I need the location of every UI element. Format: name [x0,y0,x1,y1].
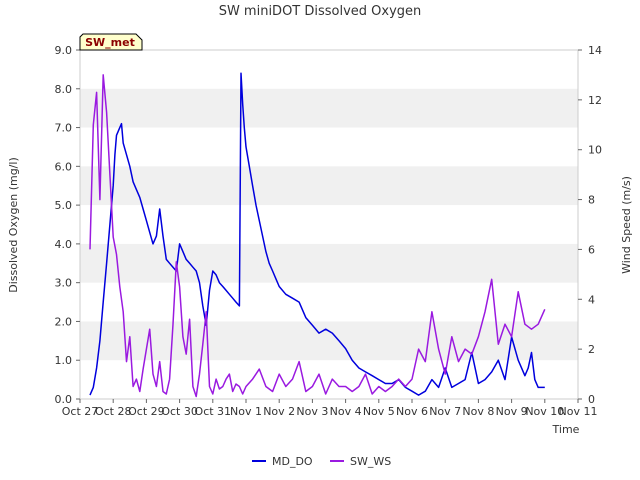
y-left-tick-label: 1.0 [55,354,73,367]
x-tick-label: Nov 3 [296,405,328,418]
x-tick-label: Nov 2 [263,405,295,418]
y-left-tick-label: 5.0 [55,199,73,212]
grid-band [80,243,578,283]
x-tick-label: Nov 7 [429,405,461,418]
y-right-tick-label: 10 [588,144,602,157]
y-left-tick-label: 2.0 [55,315,73,328]
x-tick-label: Nov 9 [496,405,528,418]
legend: MD_DO SW_WS [252,455,391,468]
series-line-md-do [89,72,545,396]
y-right-tick-label: 4 [588,293,595,306]
x-tick-label: Oct 28 [95,405,132,418]
y-left-tick-label: 0.0 [55,393,73,406]
y-right-tick-label: 2 [588,343,595,356]
y-right-tick-label: 8 [588,194,595,207]
site-badge: SW_met [79,33,143,51]
x-tick-label: Oct 29 [128,405,165,418]
y-left-tick-label: 4.0 [55,238,73,251]
x-tick-label: Oct 31 [195,405,232,418]
x-tick-label: Nov 6 [396,405,428,418]
y-right-label: Wind Speed (m/s) [620,176,633,274]
y-right-tick-label: 14 [588,44,602,57]
series-line-sw-ws [89,74,546,398]
x-tick-label: Nov 8 [462,405,494,418]
y-left-tick-label: 7.0 [55,122,73,135]
grid-band [80,321,578,361]
y-left-tick-label: 8.0 [55,83,73,96]
y-left-tick-label: 3.0 [55,277,73,290]
y-left-tick-label: 9.0 [55,44,73,57]
x-tick-label: Nov 11 [559,405,598,418]
x-tick-label: Oct 27 [62,405,99,418]
y-right-tick-label: 0 [588,393,595,406]
grid-band [80,166,578,206]
x-tick-label: Nov 10 [525,405,564,418]
legend-label-sw-ws: SW_WS [350,455,391,468]
grid-bands [80,88,578,361]
y-left-label: Dissolved Oxygen (mg/l) [7,157,20,292]
grid-band [80,88,578,128]
y-right-tick-label: 6 [588,243,595,256]
chart-title: SW miniDOT Dissolved Oxygen [219,4,422,19]
site-badge-label: SW_met [85,36,135,49]
x-tick-label: Nov 4 [330,405,362,418]
axes-layer: 0.0 1.0 2.0 3.0 4.0 5.0 6.0 7.0 8.0 9.0 0 2 4 6 8 10 12 1… [55,44,603,418]
x-tick-label: Nov 5 [363,405,395,418]
plot-frame [79,49,579,400]
site-badge-box [79,33,143,51]
x-tick-label: Oct 30 [161,405,198,418]
x-axis-label: Time [552,423,580,436]
y-right-tick-label: 12 [588,94,602,107]
y-left-tick-label: 6.0 [55,160,73,173]
x-tick-label: Nov 1 [230,405,262,418]
legend-label-md-do: MD_DO [272,455,313,468]
series-layer [89,72,546,398]
